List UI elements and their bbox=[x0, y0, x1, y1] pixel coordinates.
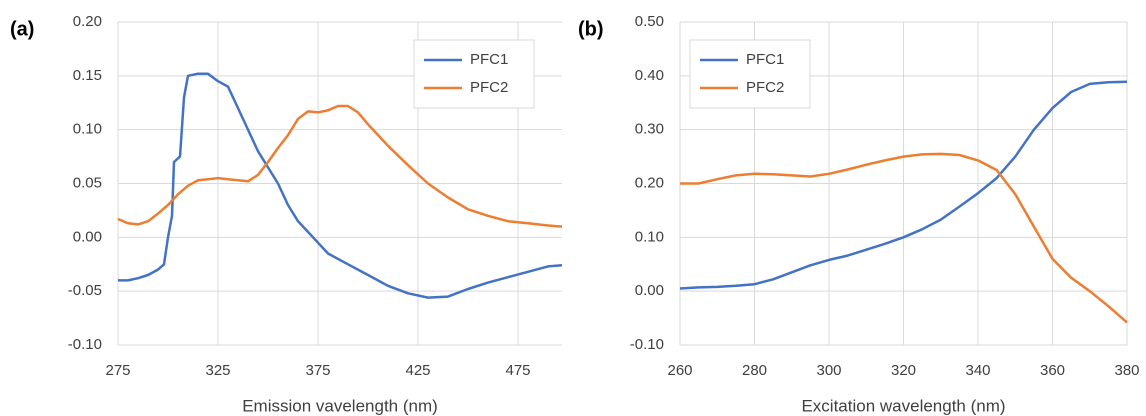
x-tick-label: 475 bbox=[505, 362, 530, 379]
y-tick-label: -0.10 bbox=[68, 336, 102, 353]
legend-box bbox=[689, 39, 811, 109]
line bbox=[117, 104, 563, 228]
x-tick-label: 320 bbox=[891, 362, 916, 379]
y-tick-label: 0.00 bbox=[73, 228, 102, 245]
legend-box bbox=[413, 39, 535, 109]
y-tick-label: 0.50 bbox=[635, 13, 664, 30]
x-axis-label: Excitation wavelength (nm) bbox=[801, 396, 1005, 415]
x-axis-label: Emission vavelength (nm) bbox=[242, 396, 438, 415]
y-tick-label: 0.10 bbox=[73, 121, 102, 138]
x-tick-label: 300 bbox=[816, 362, 841, 379]
y-tick-label: 0.20 bbox=[635, 174, 664, 191]
x-tick-label: 360 bbox=[1040, 362, 1065, 379]
line bbox=[679, 80, 1128, 290]
y-tick-label: 0.40 bbox=[635, 67, 664, 84]
y-tick-label: -0.05 bbox=[68, 282, 102, 299]
y-tick-label: 0.30 bbox=[635, 121, 664, 138]
panel-label: (b) bbox=[578, 18, 604, 40]
legend-label: PFC1 bbox=[470, 51, 508, 68]
y-tick-label: 0.15 bbox=[73, 67, 102, 84]
legend-label: PFC2 bbox=[470, 79, 508, 96]
x-tick-label: 375 bbox=[305, 362, 330, 379]
x-tick-label: 340 bbox=[965, 362, 990, 379]
x-tick-label: 275 bbox=[105, 362, 130, 379]
y-tick-label: 0.10 bbox=[635, 228, 664, 245]
y-tick-label: 0.20 bbox=[73, 13, 102, 30]
y-tick-label: -0.10 bbox=[630, 336, 664, 353]
line bbox=[118, 72, 563, 299]
x-tick-label: 280 bbox=[742, 362, 767, 379]
line bbox=[680, 152, 1128, 324]
x-tick-label: 325 bbox=[205, 362, 230, 379]
x-tick-label: 260 bbox=[667, 362, 692, 379]
y-tick-label: 0.00 bbox=[635, 282, 664, 299]
x-tick-label: 380 bbox=[1114, 362, 1139, 379]
legend-label: PFC2 bbox=[746, 79, 784, 96]
y-tick-label: 0.05 bbox=[73, 174, 102, 191]
panel-label: (a) bbox=[10, 18, 34, 40]
x-tick-label: 425 bbox=[405, 362, 430, 379]
legend-label: PFC1 bbox=[746, 51, 784, 68]
